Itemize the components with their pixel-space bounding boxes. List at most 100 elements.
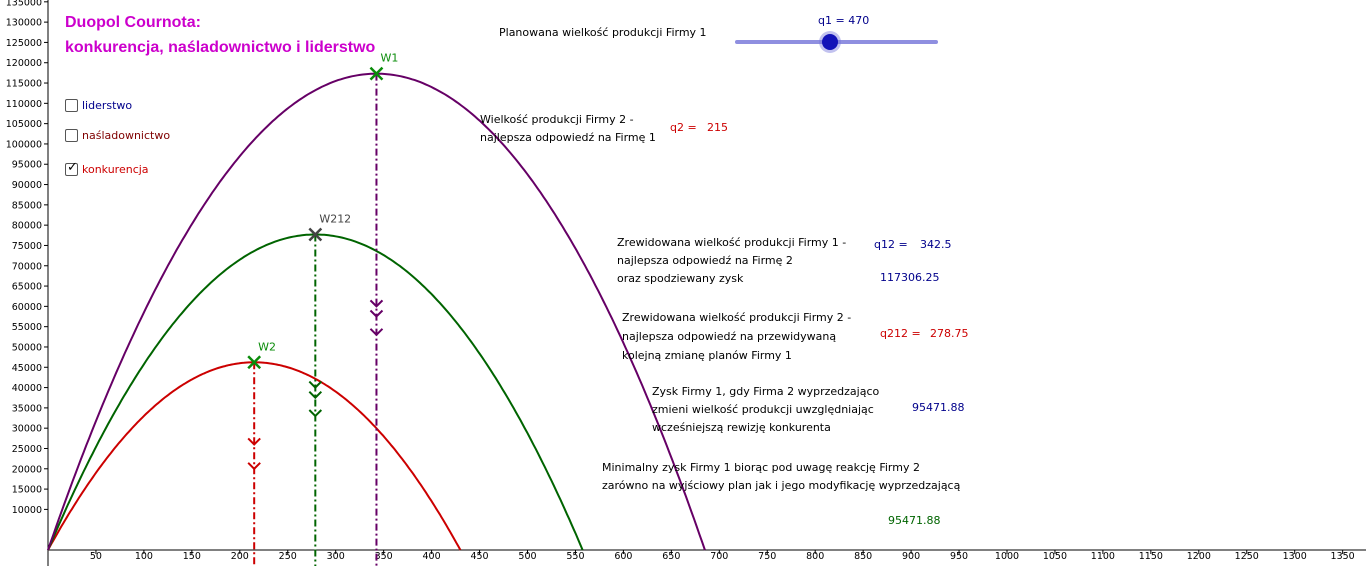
arrow-chevron [369,299,384,308]
q212-description: Zrewidowana wielkość produkcji Firmy 2 -… [622,308,851,365]
profit-value: 95471.88 [912,401,965,414]
checkbox-box[interactable] [65,99,78,112]
x-tick-label: 900 [902,551,920,562]
y-tick-label: 90000 [12,180,42,191]
q2-desc-line: Wielkość produkcji Firmy 2 - [480,113,634,126]
arrow-chevron [308,409,323,418]
point-marker [308,227,323,242]
min-profit-value: 95471.88 [888,514,941,527]
x-tick-label: 700 [710,551,728,562]
checkmark-icon: ✓ [67,160,78,175]
checkbox-konkurencja[interactable]: ✓ konkurencja [65,160,149,176]
y-tick-label: 95000 [12,160,42,171]
y-tick-label: 55000 [12,322,42,333]
x-tick-label: 800 [806,551,824,562]
y-tick-label: 50000 [12,342,42,353]
x-tick-label: 200 [231,551,249,562]
checkbox-liderstwo[interactable]: liderstwo [65,99,132,112]
y-tick-label: 130000 [6,18,42,29]
y-tick-label: 75000 [12,241,42,252]
x-tick-label: 50 [90,551,102,562]
x-tick-label: 650 [662,551,680,562]
y-tick-label: 60000 [12,302,42,313]
arrow-chevron [247,462,261,471]
profit-desc-line: zmieni wielkość produkcji uwzględniając [652,403,874,416]
q2-desc-line: najlepsza odpowiedź na Firmę 1 [480,131,656,144]
q2-description: Wielkość produkcji Firmy 2 - najlepsza o… [480,111,656,147]
q12-desc-line: Zrewidowana wielkość produkcji Firmy 1 - [617,236,847,249]
x-tick-label: 150 [183,551,201,562]
checkbox-box[interactable] [65,129,78,142]
q1-slider[interactable] [735,34,938,50]
x-tick-label: 850 [854,551,872,562]
y-tick-label: 115000 [6,79,42,90]
y-tick-label: 70000 [12,261,42,272]
checkbox-label-konkurencja: konkurencja [82,163,149,176]
q12-description: Zrewidowana wielkość produkcji Firmy 1 -… [617,234,846,288]
point-label: W212 [319,212,351,225]
y-tick-label: 25000 [12,444,42,455]
expected-profit-value: 117306.25 [880,271,940,284]
slider-knob[interactable] [822,34,839,50]
y-tick-label: 20000 [12,464,42,475]
y-tick-label: 10000 [12,505,42,516]
x-tick-label: 1000 [995,551,1019,562]
y-tick-label: 45000 [12,363,42,374]
profit-desc-line: Zysk Firmy 1, gdy Firma 2 wyprzedzająco [652,385,880,398]
y-tick-label: 120000 [6,58,42,69]
point-marker [369,66,384,81]
x-tick-label: 550 [566,551,584,562]
x-tick-label: 1300 [1283,551,1307,562]
q12-value: 342.5 [920,238,952,251]
x-tick-label: 1100 [1091,551,1115,562]
q12-label: q12 = [874,238,908,251]
checkbox-box[interactable]: ✓ [65,160,78,176]
y-tick-label: 110000 [6,99,42,110]
y-tick-label: 125000 [6,38,42,49]
title-line-1: Duopol Cournota: [65,14,201,31]
min-profit-description: Minimalny zysk Firmy 1 biorąc pod uwagę … [602,459,960,495]
y-tick-label: 30000 [12,424,42,435]
y-tick-label: 80000 [12,221,42,232]
x-tick-label: 750 [758,551,776,562]
min-profit-desc-line: zarówno na wyjściowy plan jak i jego mod… [602,479,961,492]
y-tick-label: 65000 [12,282,42,293]
x-tick-label: 1250 [1235,551,1259,562]
y-tick-label: 35000 [12,403,42,414]
y-tick-label: 40000 [12,383,42,394]
min-profit-desc-line: Minimalny zysk Firmy 1 biorąc pod uwagę … [602,461,920,474]
checkbox-label-liderstwo: liderstwo [82,99,133,112]
x-tick-label: 1200 [1187,551,1211,562]
profit-description: Zysk Firmy 1, gdy Firma 2 wyprzedzająco … [652,383,879,437]
x-tick-label: 350 [375,551,393,562]
title-line-2: konkurencja, naśladownictwo i liderstwo [65,39,376,56]
x-tick-label: 600 [614,551,632,562]
y-tick-label: 15000 [12,485,42,496]
q2-label: q2 = [670,121,697,134]
q12-desc-line: najlepsza odpowiedź na Firmę 2 [617,254,793,267]
arrow-chevron [369,309,384,318]
x-tick-label: 100 [135,551,153,562]
q212-value: 278.75 [930,327,969,340]
arrow-chevron [308,391,323,400]
arrow-chevron [369,328,384,337]
q2-value: 215 [707,121,728,134]
x-tick-label: 450 [470,551,488,562]
y-tick-label: 105000 [6,119,42,130]
x-tick-label: 300 [327,551,345,562]
x-tick-label: 400 [423,551,441,562]
point-label: W1 [380,52,398,65]
y-tick-label: 85000 [12,200,42,211]
x-tick-label: 950 [950,551,968,562]
q212-desc-line: najlepsza odpowiedź na przewidywaną [622,330,837,343]
point-marker [247,355,262,370]
y-tick-label: 100000 [6,139,42,150]
x-tick-label: 1050 [1043,551,1067,562]
q212-desc-line: Zrewidowana wielkość produkcji Firmy 2 - [622,311,852,324]
x-tick-label: 1150 [1139,551,1163,562]
checkbox-nasladownictwo[interactable]: naśladownictwo [65,129,170,142]
checkbox-label-nasladownictwo: naśladownictwo [82,129,171,142]
profit-desc-line: wcześniejszą rewizję konkurenta [652,421,831,434]
x-tick-label: 250 [279,551,297,562]
